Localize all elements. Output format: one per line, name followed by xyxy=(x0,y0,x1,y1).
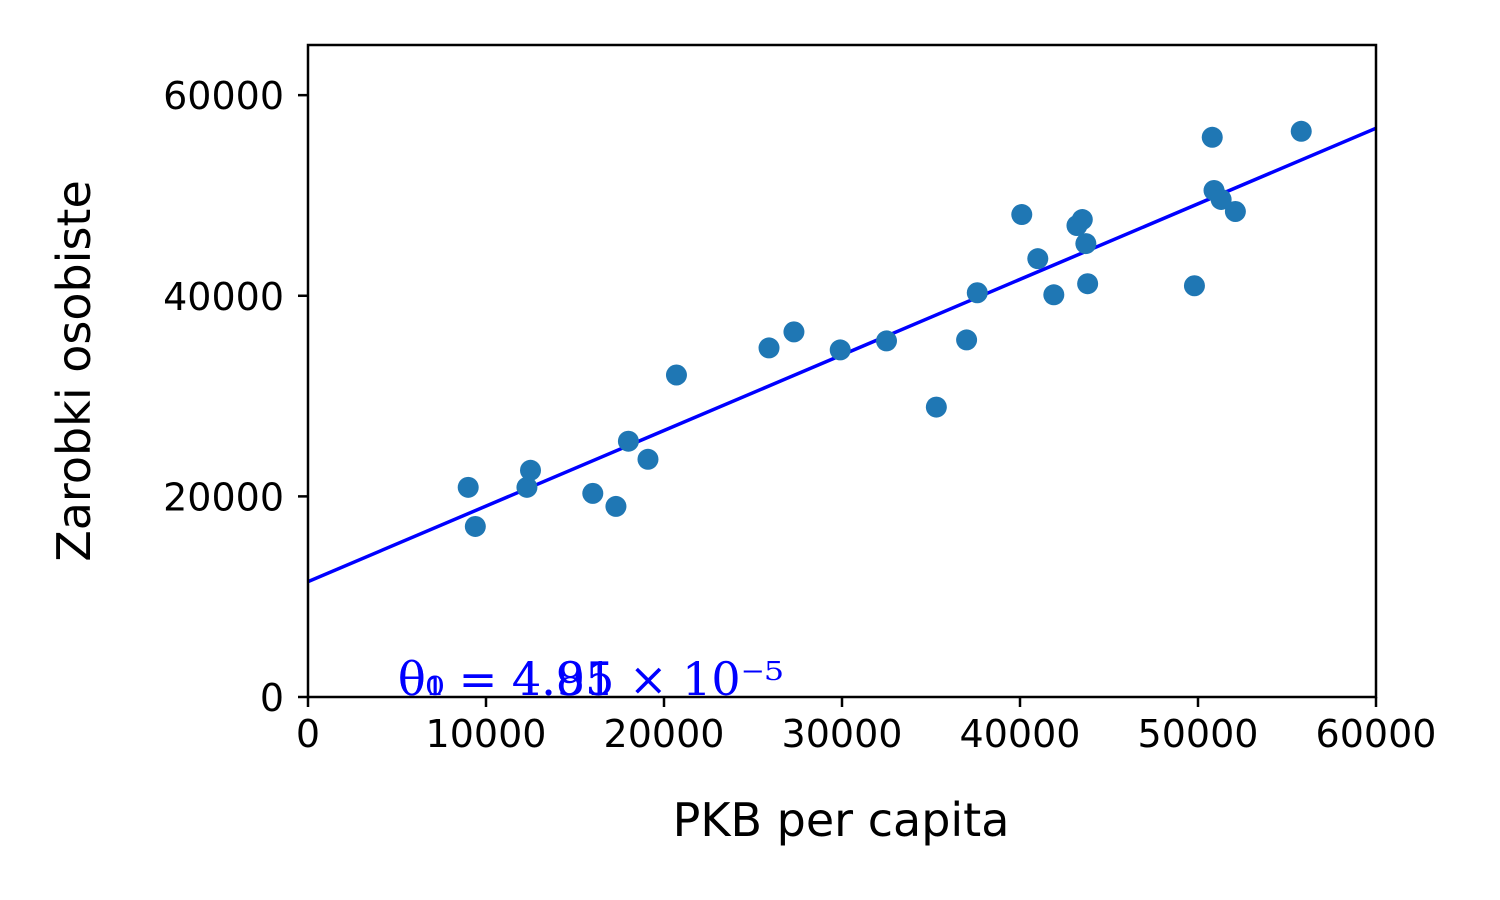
data-point xyxy=(829,339,851,361)
theta1-annotation: θ₁ = 4.91 × 10⁻⁵ xyxy=(398,652,783,706)
data-point xyxy=(516,476,538,498)
data-point xyxy=(457,476,479,498)
data-point xyxy=(1201,126,1223,148)
x-tick-label: 20000 xyxy=(604,712,725,756)
y-tick-label: 40000 xyxy=(163,275,284,319)
x-tick-label: 0 xyxy=(296,712,320,756)
y-tick-label: 60000 xyxy=(163,74,284,118)
data-point xyxy=(605,495,627,517)
x-tick-label: 10000 xyxy=(426,712,547,756)
data-point xyxy=(783,321,805,343)
data-point xyxy=(665,364,687,386)
x-tick-label: 60000 xyxy=(1316,712,1437,756)
x-tick-label: 30000 xyxy=(782,712,903,756)
y-tick-label: 0 xyxy=(260,676,284,720)
data-point xyxy=(956,329,978,351)
x-axis-label: PKB per capita xyxy=(673,793,1010,847)
data-point xyxy=(582,482,604,504)
axis-ticks: 0 10000 20000 30000 40000 50000 60000 0 20000 400… xyxy=(163,74,1436,756)
y-tick-label: 20000 xyxy=(163,475,284,519)
data-point xyxy=(925,396,947,418)
data-point xyxy=(617,430,639,452)
data-point xyxy=(520,459,541,481)
data-point xyxy=(758,337,780,359)
data-point xyxy=(1224,201,1246,223)
data-point xyxy=(1290,120,1312,142)
data-point xyxy=(876,330,897,352)
data-point xyxy=(1043,284,1065,306)
data-point xyxy=(1027,248,1049,270)
data-point xyxy=(1075,233,1097,255)
data-point xyxy=(1210,188,1232,210)
data-point xyxy=(966,282,988,304)
data-point xyxy=(1077,273,1099,295)
data-marks xyxy=(308,120,1376,584)
theta0-annotation: θ₀ = 4.85 xyxy=(398,652,614,706)
data-point xyxy=(1183,275,1205,297)
y-axis-label: Zarobki osobiste xyxy=(47,180,101,562)
data-point xyxy=(464,515,486,537)
data-point xyxy=(1071,209,1093,231)
data-point xyxy=(637,448,659,470)
x-tick-label: 40000 xyxy=(960,712,1081,756)
data-point xyxy=(1011,204,1033,226)
x-tick-label: 50000 xyxy=(1138,712,1259,756)
